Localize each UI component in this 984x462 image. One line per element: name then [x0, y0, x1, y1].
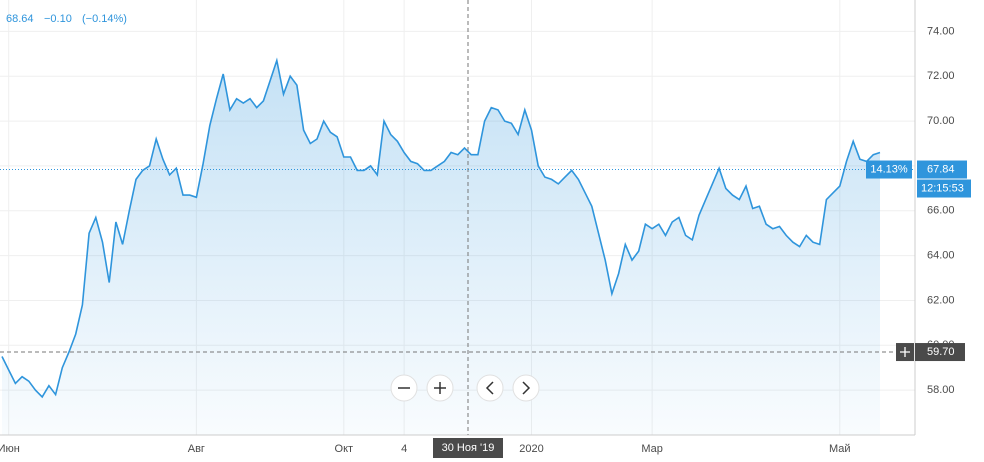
- zoom-out-button[interactable]: [390, 374, 418, 402]
- zoom-in-button[interactable]: [426, 374, 454, 402]
- crosshair-date-box: [433, 438, 503, 458]
- x-tick-label: Окт: [335, 443, 354, 455]
- overlay: 58.0060.0062.0064.0066.0068.0070.0072.00…: [0, 25, 971, 455]
- change-box: [866, 160, 912, 179]
- crosshair-price-box: [915, 343, 965, 362]
- last-price-label: 67.84: [927, 163, 955, 175]
- y-tick-label: 58.00: [927, 384, 955, 396]
- countdown-label: 12:15:53: [921, 182, 964, 194]
- crosshair-date: 30 Ноя '19: [442, 442, 495, 454]
- x-tick-label: Май: [829, 443, 851, 455]
- x-tick-label: Мар: [641, 443, 663, 455]
- x-tick-label: Авг: [188, 443, 205, 455]
- y-tick-label: 74.00: [927, 25, 955, 37]
- legend-price: 68.64: [6, 13, 34, 25]
- area-fill: [2, 60, 880, 435]
- y-tick-label: 72.00: [927, 70, 955, 82]
- y-tick-label: 70.00: [927, 115, 955, 127]
- last-price-box: [917, 160, 967, 179]
- x-tick-label: 4: [401, 443, 407, 455]
- change-label: 14.13%: [870, 163, 908, 175]
- y-tick-label: 66.00: [927, 205, 955, 217]
- plot: [1, 57, 881, 435]
- crosshair-price-label: 59.70: [927, 346, 955, 358]
- legend-change: −0.10: [44, 13, 72, 25]
- scroll-right-button[interactable]: [512, 374, 540, 402]
- countdown-box: [917, 179, 971, 198]
- y-tick-label: 64.00: [927, 250, 955, 262]
- x-tick-label: 2020: [519, 443, 543, 455]
- price-line: [1, 57, 881, 399]
- y-tick-label: 62.00: [927, 294, 955, 306]
- x-tick-label: Июн: [0, 443, 20, 455]
- scroll-left-button[interactable]: [476, 374, 504, 402]
- legend-change-pct: (−0.14%): [82, 13, 127, 25]
- crosshair-plus: [900, 347, 910, 358]
